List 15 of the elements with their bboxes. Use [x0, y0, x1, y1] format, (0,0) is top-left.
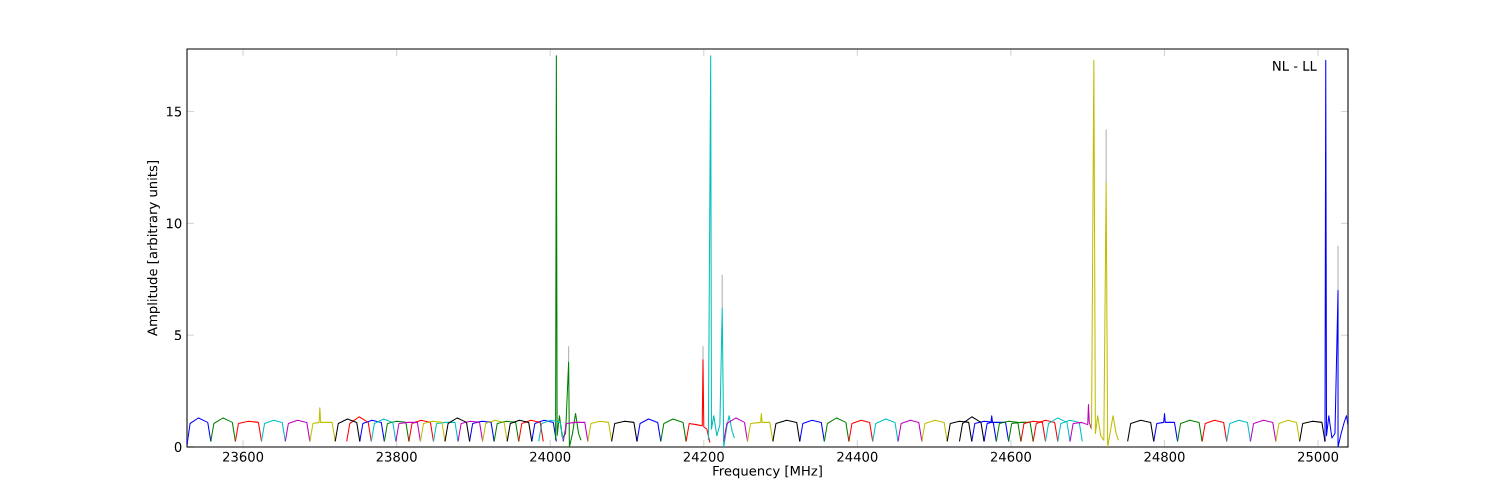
- x-tick-label: 24600: [990, 451, 1031, 462]
- x-tick-label: 25000: [1298, 451, 1339, 462]
- annotation: NL - LL: [1273, 61, 1317, 71]
- y-tick-label: 15: [166, 106, 182, 117]
- y-tick-label: 5: [174, 330, 182, 341]
- y-tick-label: 0: [174, 442, 182, 452]
- x-tick-label: 24200: [683, 451, 724, 462]
- x-tick-label: 23600: [223, 451, 264, 462]
- y-axis-title: Amplitude [arbitrary units]: [147, 161, 160, 336]
- y-tick-label: 10: [166, 218, 182, 229]
- x-tick-label: 24400: [837, 451, 878, 462]
- x-axis-title: Frequency [MHz]: [713, 465, 822, 479]
- x-tick-label: 24000: [530, 451, 571, 462]
- x-tick-label: 23800: [376, 451, 417, 462]
- x-tick-label: 24800: [1144, 451, 1185, 462]
